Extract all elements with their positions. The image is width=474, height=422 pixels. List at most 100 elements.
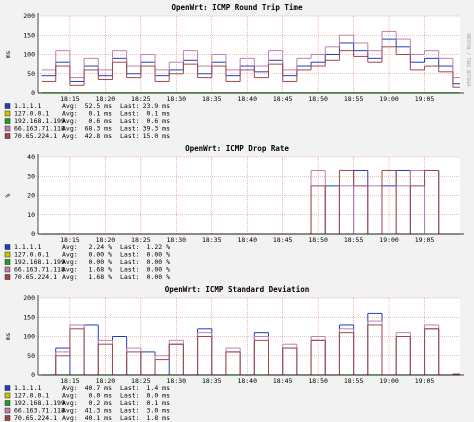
legend-last-label: Last:	[120, 399, 140, 407]
x-tick-label: 18:20	[96, 95, 116, 103]
y-tick-label: 100	[23, 51, 35, 59]
legend-avg: 0.0 ms	[89, 392, 113, 400]
legend-avg-label: Avg:	[62, 110, 78, 118]
x-tick-label: 18:25	[131, 377, 151, 385]
legend-last: 0.00 %	[147, 258, 171, 266]
legend-last: 0.0 ms	[147, 392, 171, 400]
legend-name: 127.0.0.1	[14, 392, 49, 400]
legend-name: 70.65.224.1	[14, 414, 57, 422]
x-tick-label: 19:05	[415, 95, 435, 103]
x-tick-label: 18:35	[202, 236, 222, 244]
legend-last-label: Last:	[120, 125, 140, 133]
x-tick-label: 18:55	[344, 236, 364, 244]
legend-avg-label: Avg:	[62, 243, 78, 251]
x-tick-label: 19:00	[379, 377, 399, 385]
y-tick-label: 10	[27, 211, 35, 219]
x-tick-label: 18:15	[60, 236, 80, 244]
legend-name: 66.163.71.118	[14, 407, 65, 415]
legend-name: 66.163.71.118	[14, 125, 65, 133]
y-tick-label: 20	[27, 192, 35, 200]
x-tick-label: 18:45	[273, 377, 293, 385]
y-tick-label: 0	[31, 371, 35, 379]
x-tick-label: 18:40	[237, 377, 257, 385]
legend-avg-label: Avg:	[62, 125, 78, 133]
x-tick-label: 18:25	[131, 95, 151, 103]
legend-avg-label: Avg:	[62, 414, 78, 422]
chart-panel: OpenWrt: ICMP Drop Rate% 0 10 20 30 40 18:15 18…	[4, 144, 464, 281]
y-axis-label: ms	[4, 51, 12, 59]
legend-last: 1.8 ms	[147, 414, 171, 422]
legend-last-label: Last:	[120, 117, 140, 125]
legend-swatch	[4, 266, 11, 273]
legend-last: 3.0 ms	[147, 407, 171, 415]
legend-last-label: Last:	[120, 132, 140, 140]
legend-avg: 42.8 ms	[85, 132, 112, 140]
legend-avg-label: Avg:	[62, 132, 78, 140]
legend-last: 0.1 ms	[147, 110, 171, 118]
x-tick-label: 19:05	[415, 377, 435, 385]
legend-last-label: Last:	[120, 384, 140, 392]
y-axis-label: ms	[4, 333, 12, 341]
legend-last: 0.00 %	[147, 273, 171, 281]
chart-title: OpenWrt: ICMP Drop Rate	[185, 144, 289, 153]
legend-last-label: Last:	[120, 266, 140, 274]
y-tick-label: 200	[23, 12, 35, 20]
legend-avg: 0.1 ms	[89, 110, 113, 118]
legend-avg: 0.2 ms	[89, 399, 113, 407]
y-tick-label: 50	[27, 70, 35, 78]
x-tick-label: 18:35	[202, 95, 222, 103]
y-tick-label: 150	[23, 313, 35, 321]
legend-last-label: Last:	[120, 414, 140, 422]
y-tick-label: 40	[27, 153, 35, 161]
legend-last: 15.0 ms	[143, 132, 170, 140]
legend-last-label: Last:	[120, 251, 140, 259]
x-tick-label: 18:20	[96, 236, 116, 244]
x-tick-label: 18:50	[308, 377, 328, 385]
legend-swatch	[4, 385, 11, 391]
x-tick-label: 18:30	[167, 95, 187, 103]
legend-swatch	[4, 407, 11, 414]
x-tick-label: 18:50	[308, 236, 328, 244]
y-axis-label: %	[4, 193, 12, 197]
legend-swatch	[4, 244, 11, 250]
x-tick-label: 18:30	[167, 236, 187, 244]
legend-name: 192.168.1.199	[14, 258, 65, 266]
x-tick-label: 19:00	[379, 236, 399, 244]
legend-last: 39.3 ms	[143, 125, 170, 133]
legend-swatch	[4, 259, 11, 265]
legend-avg-label: Avg:	[62, 266, 78, 274]
y-tick-label: 150	[23, 31, 35, 39]
y-tick-label: 0	[31, 89, 35, 97]
x-tick-label: 18:50	[308, 95, 328, 103]
legend-name: 70.65.224.1	[14, 273, 57, 281]
legend-last-label: Last:	[120, 273, 140, 281]
chart-panel: OpenWrt: ICMP Standard Deviation ms 0 50 100…	[4, 285, 464, 422]
x-tick-label: 18:15	[60, 377, 80, 385]
x-tick-label: 18:45	[273, 95, 293, 103]
legend-last: 0.00 %	[147, 251, 171, 259]
legend-name: 1.1.1.1	[14, 102, 41, 110]
legend-last-label: Last:	[120, 392, 140, 400]
legend-swatch	[4, 110, 11, 117]
legend-name: 192.168.1.199	[14, 399, 65, 407]
legend-last: 0.1 ms	[147, 399, 171, 407]
legend-swatch	[4, 415, 11, 421]
x-tick-label: 18:20	[96, 377, 116, 385]
x-tick-label: 18:40	[237, 95, 257, 103]
legend-last: 1.22 %	[147, 243, 171, 251]
legend-avg-label: Avg:	[62, 251, 78, 259]
watermark: RRDTOOL / TOBI OETIKER	[466, 34, 471, 88]
legend-avg: 68.3 ms	[85, 125, 112, 133]
legend-last-label: Last:	[120, 258, 140, 266]
legend-avg: 2.24 %	[89, 243, 113, 251]
legend-avg-label: Avg:	[62, 407, 78, 415]
x-tick-label: 18:55	[344, 95, 364, 103]
legend-last-label: Last:	[120, 407, 140, 415]
legend-swatch	[4, 133, 11, 139]
legend-swatch	[4, 251, 11, 258]
legend-swatch	[4, 125, 11, 132]
legend-last-label: Last:	[120, 243, 140, 251]
legend-last: 1.4 ms	[147, 384, 171, 392]
x-tick-label: 18:55	[344, 377, 364, 385]
legend-name: 1.1.1.1	[14, 243, 41, 251]
